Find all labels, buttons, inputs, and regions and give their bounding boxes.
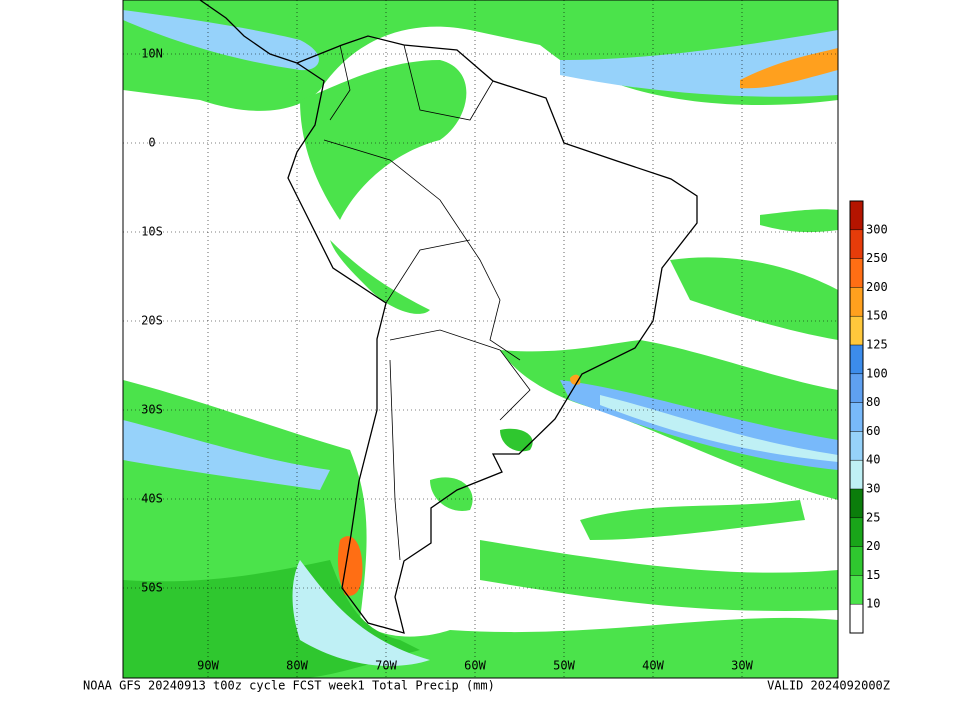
colorbar-segment <box>850 546 863 576</box>
lon-label: 70W <box>375 659 397 673</box>
colorbar-label: 100 <box>866 366 888 380</box>
colorbar-label: 20 <box>866 539 880 553</box>
colorbar-segment <box>850 460 863 489</box>
colorbar-segment <box>850 345 863 374</box>
colorbar-segment <box>850 258 863 288</box>
lon-label: 40W <box>642 659 664 673</box>
colorbar-label: 150 <box>866 309 888 323</box>
lat-label: 10S <box>141 225 163 239</box>
lon-label: 30W <box>731 659 753 673</box>
colorbar-segment <box>850 201 863 230</box>
map-frame <box>122 0 839 679</box>
colorbar-label: 125 <box>866 338 888 352</box>
colorbar-segment <box>850 575 863 605</box>
colorbar-label: 15 <box>866 568 880 582</box>
colorbar-label: 40 <box>866 453 880 467</box>
footer-right: VALID 2024092000Z <box>767 679 890 693</box>
footer-left: NOAA GFS 20240913 t00z cycle FCST week1 … <box>83 679 495 693</box>
colorbar-segment <box>850 316 863 345</box>
lat-label: 30S <box>141 403 163 417</box>
colorbar-label: 30 <box>866 482 880 496</box>
lon-label: 90W <box>197 659 219 673</box>
colorbar-segment <box>850 604 863 633</box>
colorbar-segment <box>850 517 863 547</box>
colorbar-segment <box>850 373 863 403</box>
colorbar-segment <box>850 287 863 317</box>
colorbar-frame <box>849 200 864 634</box>
lat-label: 50S <box>141 581 163 595</box>
borders <box>323 44 531 561</box>
colorbar-label: 80 <box>866 395 880 409</box>
colorbar-segment <box>850 431 863 461</box>
colorbar-label: 10 <box>866 597 880 611</box>
colorbar-segment <box>850 489 863 518</box>
precip-field <box>123 0 838 678</box>
lat-label: 10N <box>141 47 163 61</box>
lon-label: 80W <box>286 659 308 673</box>
colorbar-label: 25 <box>866 510 880 524</box>
lat-label: 0 <box>148 136 155 150</box>
colorbar-label: 250 <box>866 251 888 265</box>
coastline <box>199 0 698 634</box>
colorbar-segment <box>850 229 863 259</box>
colorbar-segment <box>850 402 863 432</box>
lat-label: 40S <box>141 492 163 506</box>
colorbar-label: 60 <box>866 424 880 438</box>
lat-label: 20S <box>141 314 163 328</box>
colorbar-label: 300 <box>866 222 888 236</box>
lon-label: 50W <box>553 659 575 673</box>
colorbar-label: 200 <box>866 280 888 294</box>
lon-label: 60W <box>464 659 486 673</box>
